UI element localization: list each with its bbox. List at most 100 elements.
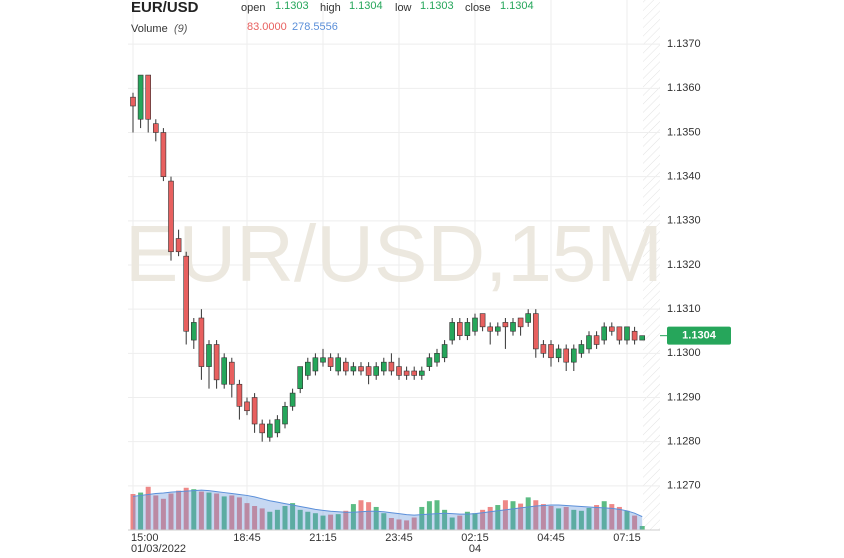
candle-body [304, 361, 311, 376]
volume-bar [426, 501, 432, 530]
volume-bar [442, 509, 448, 530]
x-tick-label: 02:15 [461, 532, 489, 544]
candle-body [426, 357, 433, 367]
x-tick-label: 04:45 [537, 532, 565, 544]
candle-body [198, 317, 205, 367]
x-tick-label: 15:00 [131, 532, 159, 544]
volume-bar [495, 505, 501, 530]
volume-bar [396, 519, 402, 530]
volume-bar [540, 504, 546, 530]
legend-value: 1.1304 [349, 0, 383, 12]
candle-body [441, 344, 448, 359]
volume-bar [328, 514, 334, 530]
candle-body [472, 317, 478, 332]
y-tick-label: 1.1330 [667, 215, 701, 227]
volume-bar [502, 500, 508, 530]
volume-period: (9) [174, 23, 188, 35]
candle-body [631, 330, 638, 341]
volume-bar [586, 507, 592, 530]
candle-body [639, 335, 646, 341]
candle-body [403, 370, 410, 376]
volume-ma-line [132, 489, 643, 518]
volume-bar [160, 498, 166, 530]
candle-body [320, 357, 326, 363]
volume-bar [343, 510, 349, 530]
volume-bar [221, 496, 227, 530]
volume-bar [639, 526, 645, 530]
candle-body [494, 326, 501, 332]
volume-bar [312, 513, 318, 530]
volume-bar [571, 509, 577, 530]
volume-bar [578, 510, 584, 530]
x-tick-label: 18:45 [233, 532, 261, 544]
y-tick-label: 1.1320 [667, 259, 701, 271]
volume-bar [198, 491, 204, 530]
x-date-label: 04 [469, 543, 481, 555]
y-tick-label: 1.1270 [667, 480, 701, 492]
volume-bar [138, 492, 144, 530]
legend-value: 1.1304 [500, 0, 534, 12]
candle-body [479, 313, 486, 328]
volume-bar [183, 487, 189, 530]
volume-bar [487, 506, 493, 530]
volume-bar [404, 520, 410, 530]
candle-body [274, 419, 281, 434]
volume-bar [145, 486, 151, 530]
candle-body [358, 366, 364, 372]
candle-body [570, 348, 577, 363]
y-tick-label: 1.1310 [667, 303, 701, 315]
candle-body [251, 397, 258, 425]
candle-body [282, 406, 288, 425]
candle-body [175, 238, 182, 253]
candle-body [624, 326, 630, 341]
volume-bar [510, 501, 516, 530]
candle-body [601, 326, 608, 341]
candle-body [418, 370, 425, 376]
volume-ma-value: 278.5556 [292, 21, 338, 33]
volume-bar [206, 492, 212, 530]
x-tick-label: 23:45 [385, 532, 413, 544]
volume-bar [472, 513, 478, 530]
volume-bar [229, 495, 235, 530]
last-price-box [667, 326, 731, 345]
candle-body [487, 326, 494, 332]
candle-body [456, 322, 463, 336]
volume-bar [556, 508, 562, 530]
candle-body [548, 344, 554, 359]
volume-bar [434, 500, 440, 530]
candle-body [388, 361, 395, 372]
volume-bar [305, 511, 311, 530]
candle-body [289, 392, 296, 407]
volume-value: 83.0000 [247, 21, 287, 33]
candle-body [327, 357, 334, 367]
volume-bar [411, 517, 417, 530]
volume-bar [464, 511, 470, 530]
volume-bar [236, 497, 242, 530]
candle-body [342, 361, 349, 372]
candle-body [145, 74, 151, 120]
candle-body [578, 344, 585, 354]
candle-body [586, 335, 592, 350]
candle-body [221, 357, 227, 385]
candle-body [517, 317, 524, 328]
volume-bar [480, 509, 486, 530]
volume-bar [563, 506, 569, 530]
candle-body [153, 123, 159, 133]
volume-bar [153, 495, 159, 530]
y-tick-label: 1.1370 [667, 38, 701, 50]
volume-bar [616, 506, 622, 530]
volume-bar [290, 503, 296, 530]
candle-body [168, 180, 174, 253]
volume-bar [214, 493, 220, 530]
x-tick-label: 07:15 [613, 532, 641, 544]
candle-body [137, 74, 144, 120]
candle-body [449, 322, 456, 341]
volume-bar [388, 518, 394, 530]
candle-body [130, 96, 136, 107]
candle-body [434, 353, 440, 363]
candle-body [464, 322, 471, 336]
candle-body [312, 357, 319, 372]
candle-body [380, 361, 387, 372]
volume-bar [358, 500, 364, 530]
